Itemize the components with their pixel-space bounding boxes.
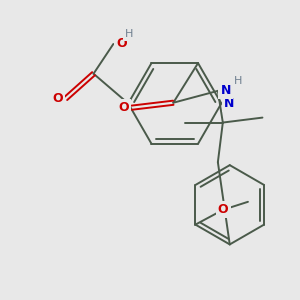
Text: N: N bbox=[224, 97, 234, 110]
Text: N: N bbox=[220, 84, 231, 97]
Text: O: O bbox=[52, 92, 63, 105]
Text: O: O bbox=[218, 203, 229, 216]
Text: O: O bbox=[118, 101, 129, 114]
Text: H: H bbox=[125, 29, 134, 39]
Text: H: H bbox=[233, 76, 242, 86]
Text: O: O bbox=[116, 38, 127, 50]
